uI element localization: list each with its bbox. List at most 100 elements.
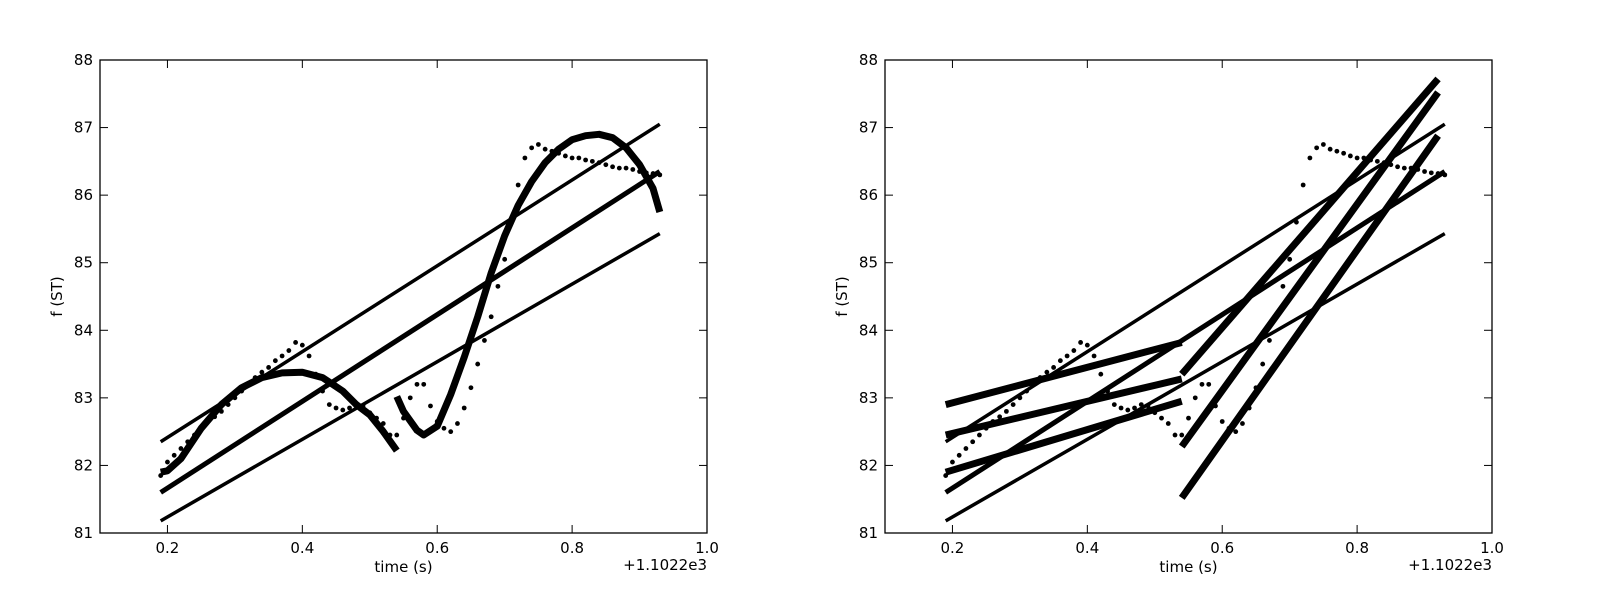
left-data-point-19 bbox=[286, 348, 292, 353]
right-data-point-45 bbox=[1246, 405, 1252, 411]
left-data-point-10 bbox=[225, 402, 231, 408]
right-data-point-69 bbox=[1408, 165, 1414, 171]
left-data-point-0 bbox=[158, 473, 164, 478]
right-x-tick-label-4: 1.0 bbox=[1480, 539, 1504, 557]
left-data-point-73 bbox=[650, 171, 656, 176]
right-data-point-27 bbox=[1125, 407, 1131, 413]
left-data-point-42 bbox=[441, 425, 447, 431]
left-data-point-53 bbox=[515, 182, 521, 188]
right-data-point-70 bbox=[1415, 167, 1421, 172]
right-fit-line-8 bbox=[1178, 133, 1441, 500]
left-y-tick-label-7: 88 bbox=[74, 51, 93, 69]
right-plot-marks bbox=[943, 76, 1448, 523]
right-data-point-15 bbox=[1044, 369, 1050, 375]
left-data-point-65 bbox=[596, 160, 602, 166]
left-data-point-72 bbox=[643, 170, 649, 176]
left-x-tick-label-1: 0.4 bbox=[290, 539, 314, 557]
right-data-point-51 bbox=[1287, 256, 1293, 262]
right-data-point-40 bbox=[1213, 403, 1218, 409]
left-data-point-40 bbox=[428, 403, 433, 409]
left-fit-line-2 bbox=[159, 232, 661, 523]
left-y-tick-label-3: 84 bbox=[74, 321, 93, 339]
right-data-point-1 bbox=[950, 459, 955, 465]
right-data-point-56 bbox=[1320, 142, 1326, 147]
right-data-point-72 bbox=[1428, 170, 1434, 176]
left-data-point-13 bbox=[245, 381, 251, 387]
right-data-point-63 bbox=[1368, 157, 1373, 163]
left-plot-frame bbox=[99, 59, 708, 534]
left-data-point-70 bbox=[630, 167, 636, 172]
left-data-point-34 bbox=[387, 432, 393, 438]
left-data-point-36 bbox=[401, 415, 406, 421]
left-data-point-24 bbox=[320, 388, 325, 394]
right-data-point-32 bbox=[1159, 415, 1164, 421]
right-y-tick-label-4: 85 bbox=[859, 254, 878, 272]
left-x-tick-label-2: 0.6 bbox=[425, 539, 449, 557]
left-data-point-71 bbox=[637, 169, 642, 174]
right-data-point-66 bbox=[1388, 162, 1394, 168]
left-data-point-22 bbox=[306, 353, 312, 359]
left-x-offset-label: +1.1022e3 bbox=[623, 556, 707, 574]
left-data-point-31 bbox=[367, 410, 373, 416]
right-data-point-21 bbox=[1084, 342, 1090, 348]
right-data-point-38 bbox=[1199, 381, 1205, 387]
left-y-tick-label-6: 87 bbox=[74, 119, 93, 137]
right-data-point-18 bbox=[1064, 353, 1070, 359]
left-data-point-7 bbox=[205, 419, 211, 424]
right-data-point-26 bbox=[1118, 405, 1124, 411]
right-y-tick-label-1: 82 bbox=[859, 456, 878, 474]
right-data-point-3 bbox=[963, 446, 969, 451]
left-data-point-69 bbox=[623, 165, 629, 171]
left-plot-marks bbox=[158, 122, 664, 523]
right-data-point-0 bbox=[943, 473, 949, 478]
right-data-point-17 bbox=[1057, 358, 1063, 364]
left-axis-ticks: 81 82 83 84 85 86 87 88 0.2 0.4 0.6 0.8 1.0 bbox=[74, 51, 719, 557]
right-data-point-47 bbox=[1260, 361, 1266, 367]
left-data-point-21 bbox=[299, 342, 305, 348]
right-fit-line-0 bbox=[944, 122, 1446, 444]
left-data-point-45 bbox=[461, 405, 467, 411]
left-data-point-54 bbox=[522, 155, 528, 161]
left-data-point-26 bbox=[333, 405, 339, 411]
right-data-point-54 bbox=[1307, 155, 1313, 161]
left-data-point-16 bbox=[266, 365, 272, 370]
right-data-point-62 bbox=[1361, 155, 1367, 161]
right-data-point-22 bbox=[1091, 353, 1097, 359]
left-data-point-68 bbox=[616, 165, 622, 171]
left-data-point-63 bbox=[583, 157, 588, 163]
right-data-point-31 bbox=[1152, 410, 1158, 416]
left-data-point-58 bbox=[549, 148, 555, 154]
left-data-point-15 bbox=[259, 369, 265, 375]
left-data-point-30 bbox=[360, 403, 366, 409]
right-data-point-24 bbox=[1105, 388, 1110, 394]
right-fit-line-7 bbox=[1178, 90, 1441, 449]
right-data-point-39 bbox=[1206, 381, 1212, 387]
left-data-point-59 bbox=[556, 150, 562, 156]
right-data-point-44 bbox=[1240, 421, 1245, 426]
right-data-point-64 bbox=[1374, 158, 1380, 164]
left-data-point-4 bbox=[185, 439, 191, 445]
right-data-point-55 bbox=[1314, 145, 1320, 151]
left-data-point-67 bbox=[610, 164, 615, 170]
right-data-point-28 bbox=[1132, 405, 1137, 411]
right-data-point-52 bbox=[1294, 219, 1299, 225]
chart-left: 81 82 83 84 85 86 87 88 0.2 0.4 0.6 0.8 1.0 time (s)… bbox=[48, 51, 719, 576]
right-data-point-11 bbox=[1017, 395, 1023, 401]
right-data-point-50 bbox=[1280, 283, 1286, 289]
left-data-point-47 bbox=[475, 361, 481, 367]
left-data-point-55 bbox=[529, 145, 535, 151]
left-data-point-6 bbox=[198, 425, 204, 431]
left-data-point-49 bbox=[488, 314, 494, 320]
left-y-axis-label: f (ST) bbox=[48, 276, 66, 316]
left-data-point-3 bbox=[178, 446, 184, 451]
right-data-point-33 bbox=[1165, 421, 1171, 426]
right-data-point-53 bbox=[1300, 182, 1306, 188]
right-y-tick-label-3: 84 bbox=[859, 321, 878, 339]
right-data-point-12 bbox=[1024, 388, 1030, 394]
right-y-tick-label-2: 83 bbox=[859, 389, 878, 407]
left-data-point-50 bbox=[495, 283, 501, 289]
right-data-point-14 bbox=[1037, 375, 1043, 380]
left-fit-line-1 bbox=[159, 169, 662, 495]
left-data-point-48 bbox=[482, 338, 487, 343]
right-x-tick-label-3: 0.8 bbox=[1345, 539, 1369, 557]
